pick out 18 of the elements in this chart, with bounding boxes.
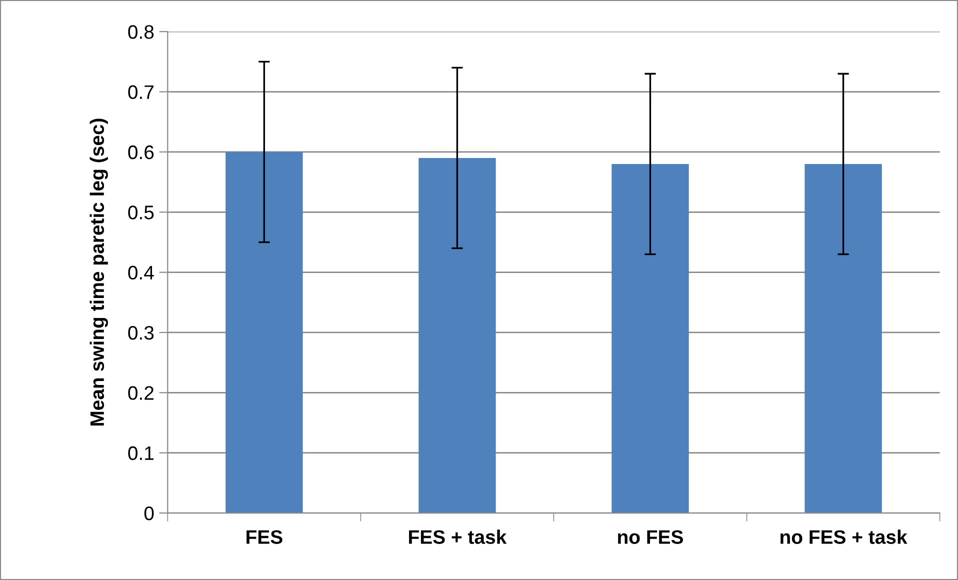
x-tick-label: FES + task [409, 530, 507, 544]
x-tick-label: no FES [618, 530, 683, 544]
x-tick-label: no FES + task [780, 530, 908, 544]
y-tick-label: 0.3 [128, 326, 154, 340]
y-tick-label: 0.6 [128, 145, 154, 160]
x-tick-label: FES [246, 530, 282, 544]
y-tick-label: 0.8 [128, 25, 154, 39]
y-axis-title: Mean swing time paretic leg (sec) [90, 118, 108, 426]
y-tick-label: 0.7 [128, 85, 154, 100]
y-tick-label: 0 [144, 506, 154, 520]
y-tick-label: 0.2 [128, 386, 154, 400]
y-tick-label: 0.5 [128, 206, 154, 220]
bar [612, 164, 689, 514]
bar [804, 164, 882, 514]
bar [418, 158, 496, 514]
y-tick-label: 0.1 [128, 446, 154, 460]
y-tick-label: 0.4 [128, 266, 154, 280]
bar [226, 152, 303, 514]
